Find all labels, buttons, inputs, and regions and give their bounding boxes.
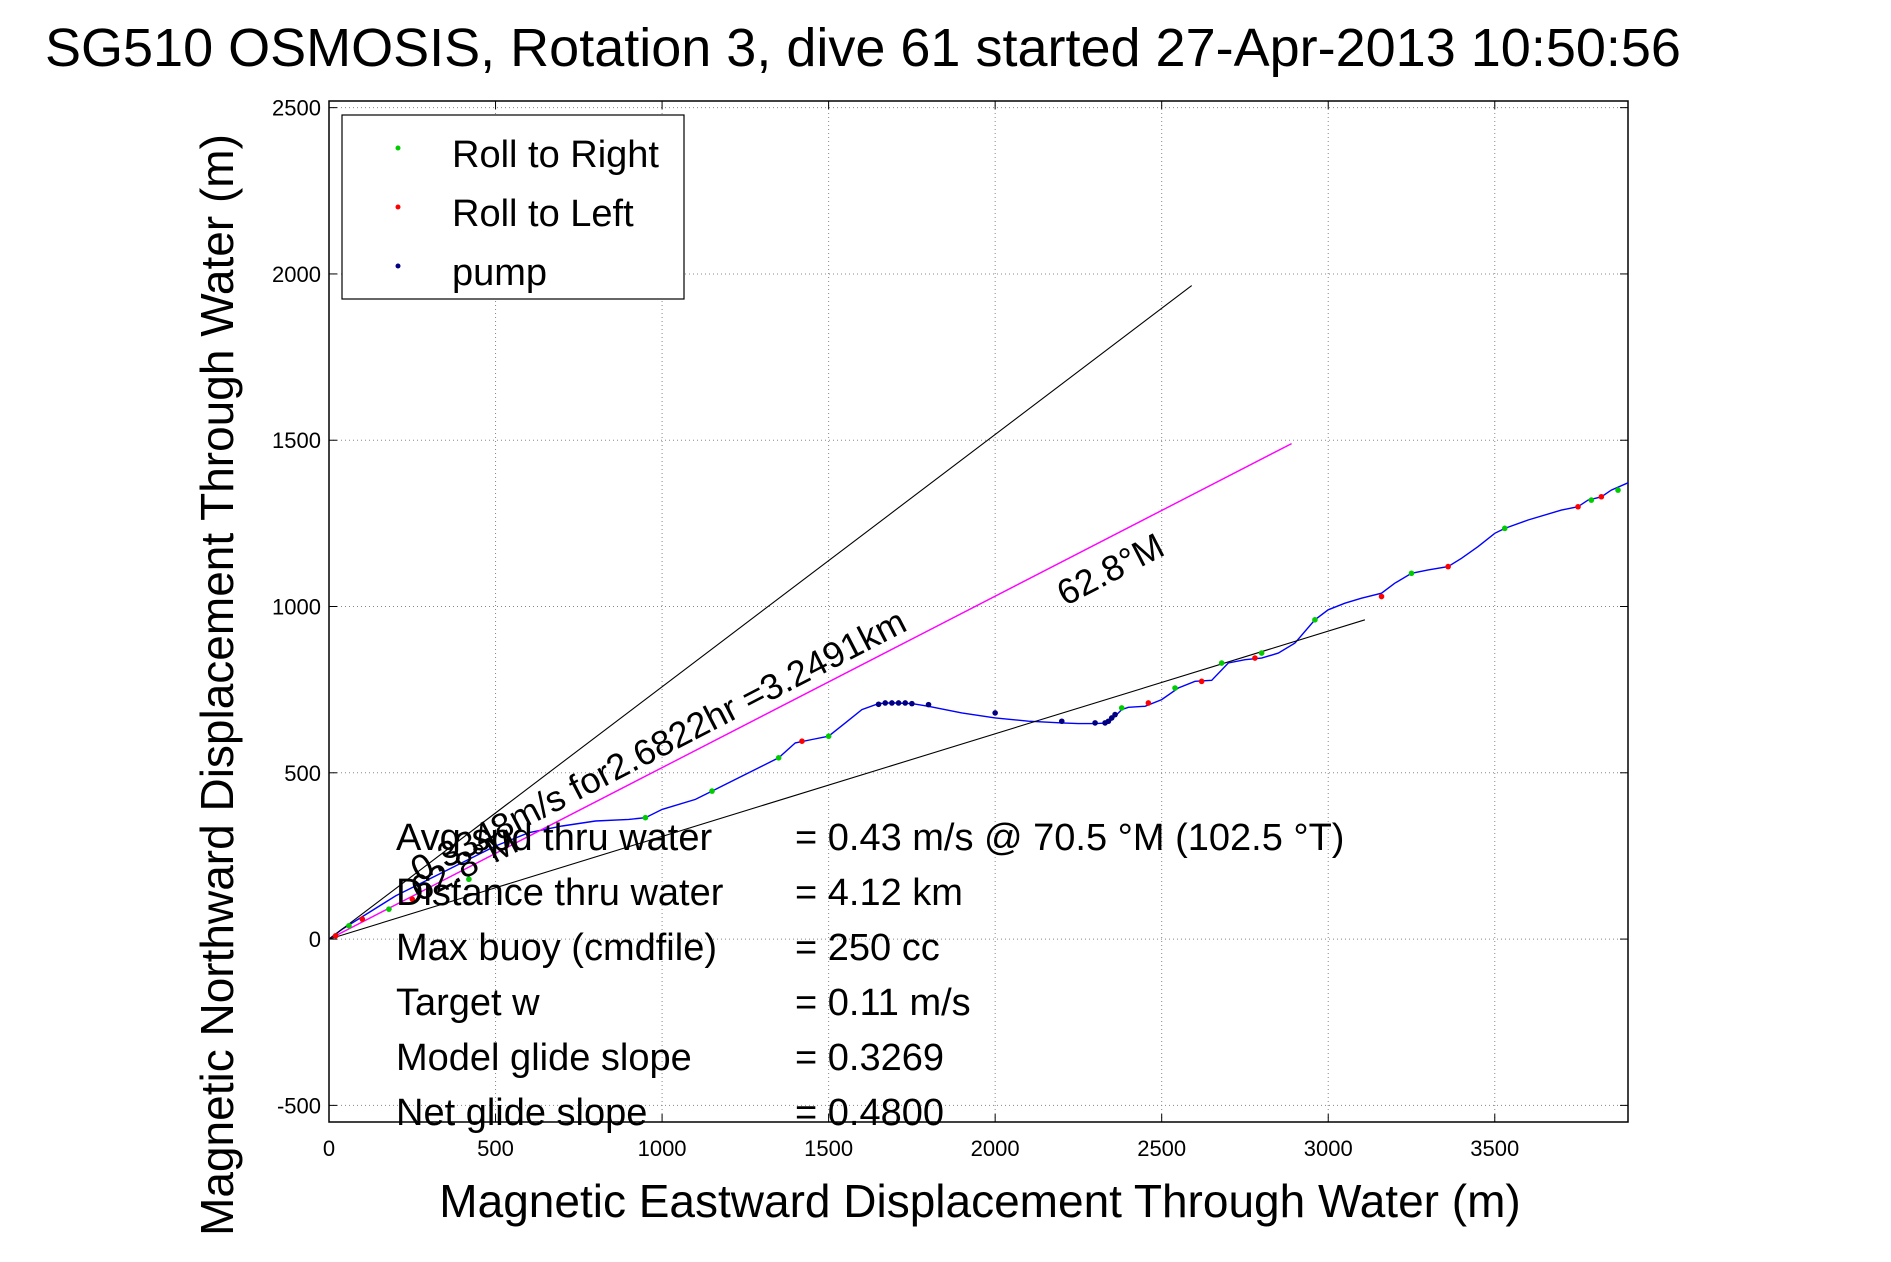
info-block: Avg spd thru water = 0.43 m/s @ 70.5 °M (…	[396, 817, 1344, 1134]
x-tick-label: 500	[477, 1136, 514, 1161]
pump-marker	[889, 700, 895, 706]
roll-left-marker	[1378, 593, 1385, 600]
roll-right-marker	[1312, 617, 1318, 623]
pump-marker	[882, 700, 889, 706]
legend-label: pump	[452, 252, 547, 294]
reference-line-lower	[328, 619, 1366, 940]
info-value: = 250 cc	[795, 927, 940, 969]
info-value: = 0.43 m/s @ 70.5 °M (102.5 °T)	[795, 817, 1344, 859]
x-tick-label: 2000	[971, 1136, 1020, 1161]
info-label: Avg spd thru water	[396, 817, 712, 859]
y-tick-label: 1000	[272, 595, 321, 620]
legend-marker	[395, 145, 401, 151]
roll-right-marker	[775, 755, 782, 761]
info-label: Distance thru water	[396, 872, 724, 914]
roll-right-marker	[346, 922, 352, 929]
roll-right-marker	[466, 876, 472, 883]
pump-marker	[992, 710, 998, 716]
info-value: = 0.4800	[795, 1092, 944, 1134]
roll-left-marker	[1252, 655, 1258, 661]
pump-marker	[925, 701, 932, 708]
axes-frame	[328, 100, 1629, 1123]
legend: Roll to Right Roll to Left pump	[341, 114, 685, 300]
roll-right-marker	[1258, 650, 1265, 656]
y-tick-label: -500	[277, 1093, 321, 1118]
y-tick-label: 1500	[272, 428, 321, 453]
info-value: = 4.12 km	[795, 872, 963, 914]
x-tick-label: 3500	[1470, 1136, 1519, 1161]
roll-left-marker	[332, 932, 339, 939]
roll-right-marker	[1408, 570, 1415, 577]
roll-right-marker	[1172, 685, 1178, 691]
x-tick-label: 1000	[638, 1136, 687, 1161]
roll-right-marker	[426, 889, 432, 896]
pump-marker	[902, 700, 909, 706]
y-tick-label: 500	[284, 761, 321, 786]
y-axis-label: Magnetic Northward Displacement Through …	[191, 134, 243, 1236]
pump-marker	[895, 700, 902, 706]
x-tick-label: 0	[323, 1136, 335, 1161]
roll-right-marker	[1501, 525, 1508, 532]
roll-left-marker	[1445, 563, 1451, 570]
roll-right-marker	[1615, 487, 1621, 493]
info-label: Model glide slope	[396, 1037, 692, 1079]
pump-marker	[1058, 718, 1065, 725]
legend-marker	[395, 263, 401, 269]
roll-right-marker	[642, 814, 649, 821]
x-axis-label: Magnetic Eastward Displacement Through W…	[439, 1175, 1520, 1227]
y-tick-label: 2500	[272, 96, 321, 121]
roll-right-marker	[386, 906, 392, 912]
roll-right-marker	[1588, 497, 1595, 503]
pump-marker	[1092, 720, 1098, 726]
info-label: Target w	[396, 982, 540, 1024]
x-tick-label: 1500	[804, 1136, 853, 1161]
y-tick-label: 2000	[272, 262, 321, 287]
legend-marker	[395, 204, 401, 210]
roll-left-marker	[359, 916, 366, 922]
chart-title: SG510 OSMOSIS, Rotation 3, dive 61 start…	[45, 18, 1681, 78]
pump-marker	[909, 700, 915, 707]
info-label: Net glide slope	[396, 1092, 647, 1134]
roll-right-marker	[1118, 705, 1125, 711]
pump-marker	[1112, 711, 1118, 718]
current-line	[328, 442, 1292, 940]
x-tick-label: 2500	[1137, 1136, 1186, 1161]
info-value: = 0.3269	[795, 1037, 944, 1079]
legend-label: Roll to Right	[452, 134, 659, 176]
series-markers	[332, 487, 1621, 939]
legend-label: Roll to Left	[452, 193, 634, 235]
axis-ticks: 0 500 1000 1500 2000 2500 3000 3500-50005001000…	[272, 96, 1628, 1161]
info-label: Max buoy (cmdfile)	[396, 927, 717, 969]
info-value: = 0.11 m/s	[795, 982, 971, 1024]
reference-line-upper	[328, 285, 1193, 940]
roll-left-marker	[1598, 493, 1605, 500]
roll-left-marker	[409, 896, 416, 902]
roll-left-marker	[1575, 503, 1581, 510]
y-tick-label: 0	[309, 927, 321, 952]
roll-right-marker	[1218, 660, 1225, 666]
pump-marker	[875, 701, 882, 708]
track-line	[328, 482, 1629, 940]
roll-left-marker	[1145, 700, 1152, 706]
roll-left-marker	[799, 738, 805, 745]
roll-right-marker	[709, 788, 715, 794]
roll-left-marker	[1198, 678, 1205, 685]
roll-right-marker	[825, 733, 832, 740]
x-tick-label: 3000	[1304, 1136, 1353, 1161]
series-lines	[328, 285, 1629, 940]
